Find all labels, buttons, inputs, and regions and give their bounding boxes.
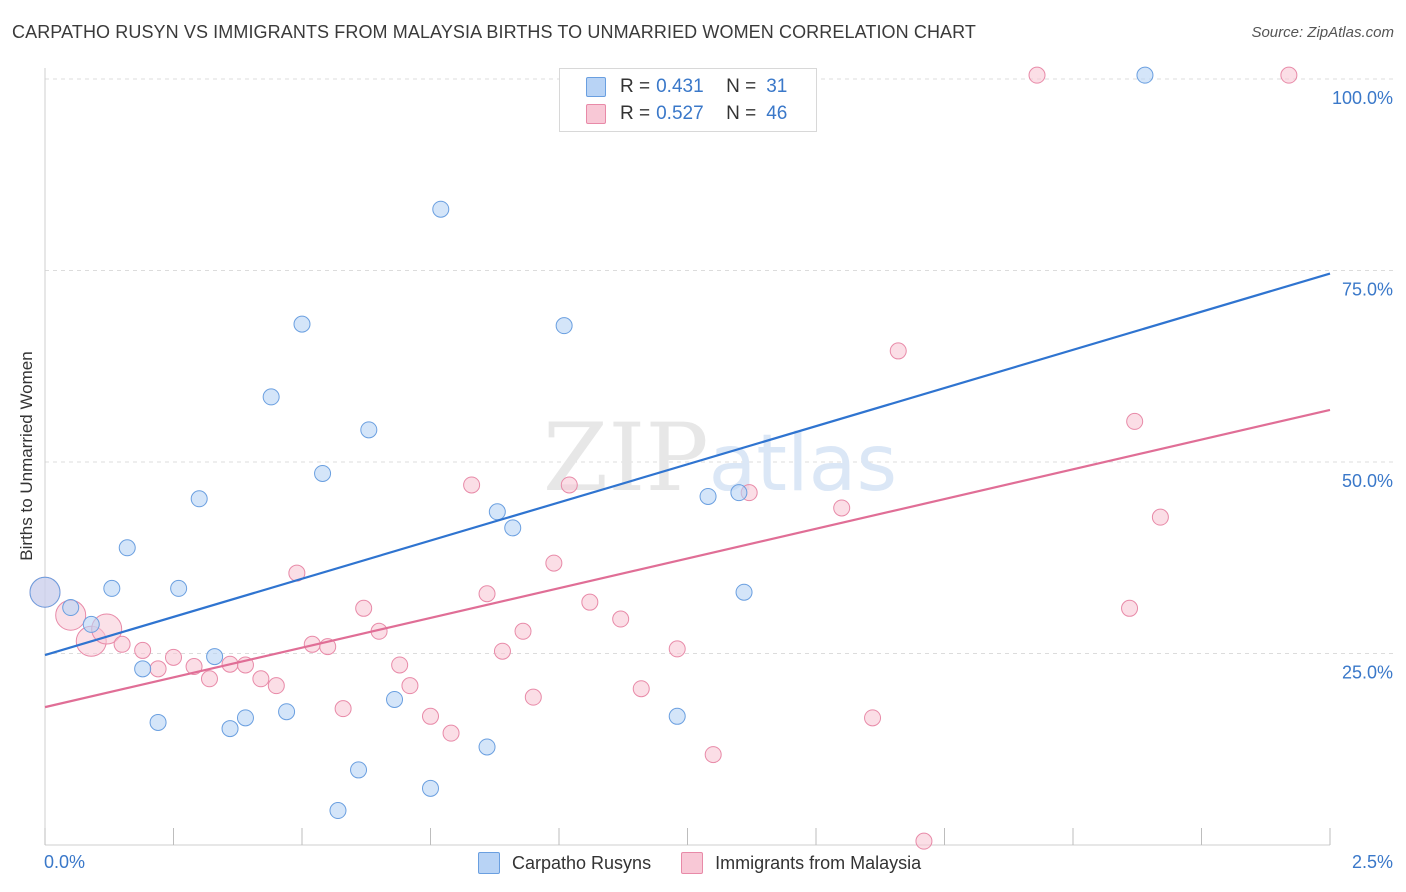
point-carpatho xyxy=(103,579,121,597)
legend-row-malaysia: R = 0.527 N = 46 xyxy=(586,102,788,126)
point-malaysia xyxy=(864,709,882,727)
point-carpatho xyxy=(236,709,254,727)
legend-n-label: N = xyxy=(726,76,757,97)
point-malaysia xyxy=(422,707,439,725)
point-malaysia xyxy=(334,700,352,718)
point-carpatho xyxy=(386,690,404,708)
point-malaysia xyxy=(581,593,599,611)
legend-n-label: N = xyxy=(726,103,757,124)
point-malaysia xyxy=(833,499,851,517)
y-tick-label: 75.0% xyxy=(1342,280,1393,300)
series-name-carpatho: Carpatho Rusyns xyxy=(512,852,652,873)
point-carpatho xyxy=(134,660,152,678)
point-carpatho xyxy=(190,490,208,508)
point-malaysia xyxy=(478,585,496,603)
point-carpatho xyxy=(488,503,506,521)
source-label: Source: ZipAtlas.com xyxy=(1251,24,1394,41)
point-malaysia xyxy=(1028,66,1046,84)
point-carpatho xyxy=(118,539,136,557)
point-carpatho xyxy=(314,464,332,482)
point-malaysia xyxy=(391,656,409,674)
point-malaysia xyxy=(442,724,460,742)
point-carpatho xyxy=(668,707,686,725)
chart-title: CARPATHO RUSYN VS IMMIGRANTS FROM MALAYS… xyxy=(12,22,977,42)
watermark-zip: ZIP xyxy=(543,404,709,513)
legend-r-label: R = xyxy=(620,76,651,97)
point-malaysia xyxy=(493,642,511,660)
point-malaysia xyxy=(668,640,686,658)
legend-swatch-carpatho xyxy=(586,77,606,97)
point-malaysia xyxy=(113,635,131,653)
y-tick-label: 100.0% xyxy=(1332,88,1393,108)
point-carpatho xyxy=(555,317,573,335)
point-carpatho xyxy=(432,200,450,218)
watermark: ZIPatlas xyxy=(543,404,897,513)
point-malaysia xyxy=(355,599,373,617)
point-malaysia xyxy=(401,677,419,695)
point-malaysia xyxy=(134,641,152,659)
point-malaysia xyxy=(165,648,182,666)
point-carpatho xyxy=(478,738,496,756)
series-name-malaysia: Immigrants from Malaysia xyxy=(715,852,922,873)
series-legend-carpatho: Carpatho Rusyns xyxy=(478,852,651,874)
series-legend: Carpatho Rusyns Immigrants from Malaysia xyxy=(478,852,951,874)
point-carpatho xyxy=(360,421,378,439)
point-malaysia xyxy=(1121,599,1139,617)
point-carpatho xyxy=(329,802,347,820)
y-tick-label: 25.0% xyxy=(1342,663,1393,683)
point-carpatho xyxy=(350,761,368,779)
x-tick-max: 2.5% xyxy=(1351,852,1393,872)
point-carpatho xyxy=(262,388,280,406)
series-legend-malaysia: Immigrants from Malaysia xyxy=(681,852,921,874)
point-malaysia xyxy=(267,677,285,695)
series-swatch-malaysia xyxy=(681,852,704,874)
point-carpatho xyxy=(293,315,311,333)
point-malaysia xyxy=(560,476,578,494)
point-malaysia xyxy=(915,832,933,850)
point-carpatho xyxy=(735,583,753,601)
point-malaysia xyxy=(149,660,167,678)
y-tick-label: 50.0% xyxy=(1342,471,1393,491)
legend-r-label: R = xyxy=(620,103,651,124)
point-carpatho xyxy=(278,703,296,721)
series-swatch-carpatho xyxy=(478,852,500,874)
point-carpatho xyxy=(730,484,748,502)
point-malaysia xyxy=(704,746,722,764)
x-tick-min: 0.0% xyxy=(44,852,86,872)
point-malaysia xyxy=(1126,412,1144,430)
point-malaysia xyxy=(1280,66,1298,84)
legend-row-carpatho: R = 0.431 N = 31 xyxy=(586,75,788,99)
trendline-carpatho xyxy=(44,272,1331,657)
point-malaysia xyxy=(200,670,218,688)
point-carpatho xyxy=(221,720,239,738)
point-malaysia xyxy=(1151,508,1169,526)
point-malaysia xyxy=(252,670,270,688)
point-carpatho xyxy=(206,648,224,666)
point-carpatho xyxy=(29,576,61,608)
legend-r-value-carpatho: 0.431 xyxy=(656,76,704,97)
legend-n-value-carpatho: 31 xyxy=(766,76,788,97)
point-malaysia xyxy=(185,658,203,676)
legend-r-value-malaysia: 0.527 xyxy=(656,103,704,124)
point-malaysia xyxy=(514,622,532,640)
point-carpatho xyxy=(1136,66,1154,84)
trendline-malaysia xyxy=(44,408,1331,709)
point-malaysia xyxy=(524,688,542,706)
point-malaysia xyxy=(632,680,650,698)
point-malaysia xyxy=(545,554,563,572)
point-carpatho xyxy=(149,713,167,731)
point-carpatho xyxy=(170,579,188,597)
legend-swatch-malaysia xyxy=(586,104,606,124)
point-carpatho xyxy=(82,615,100,633)
correlation-legend: R = 0.431 N = 31 R = 0.527 N = 46 xyxy=(559,68,817,132)
point-malaysia xyxy=(612,610,630,628)
point-carpatho xyxy=(699,487,717,505)
point-carpatho xyxy=(62,599,80,617)
point-malaysia xyxy=(889,342,907,360)
point-carpatho xyxy=(422,779,439,797)
point-malaysia xyxy=(463,476,481,494)
point-carpatho xyxy=(504,519,522,537)
legend-n-value-malaysia: 46 xyxy=(766,103,788,124)
